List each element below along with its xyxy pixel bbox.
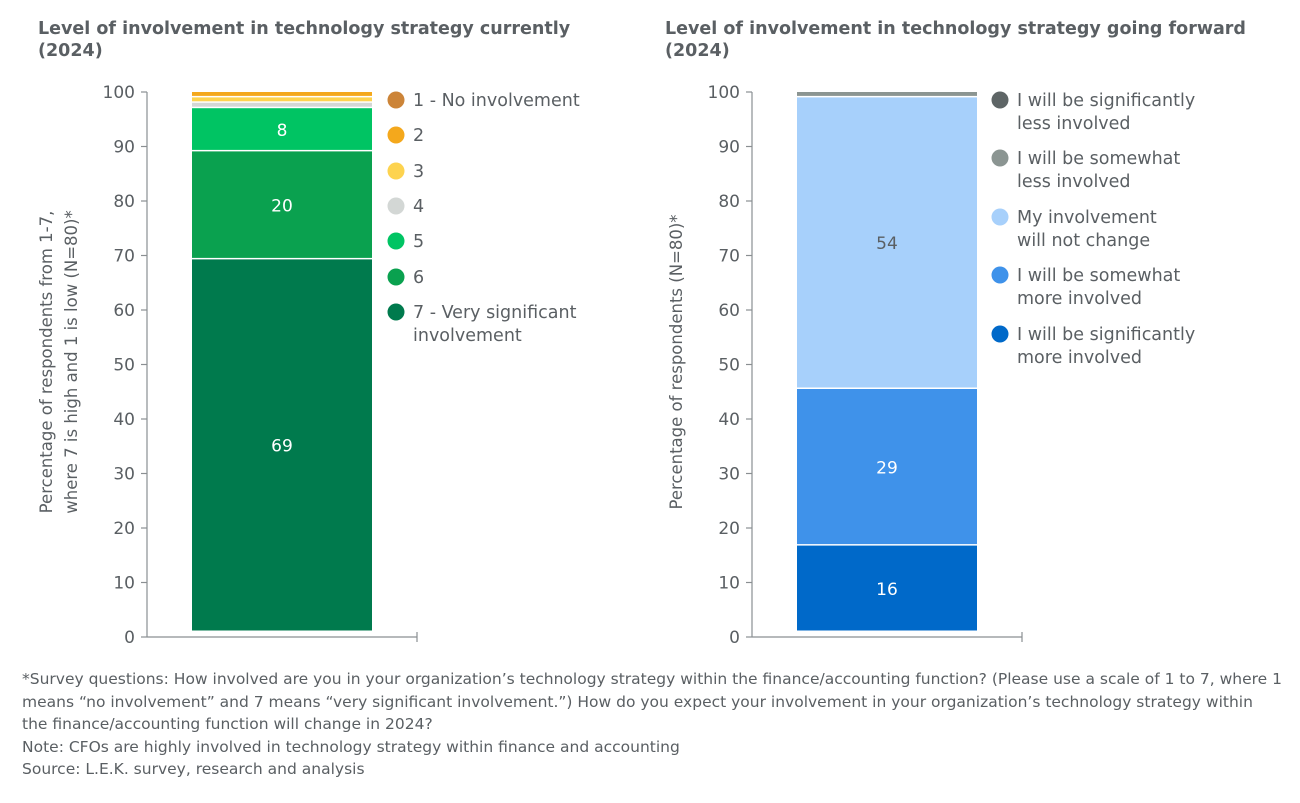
legend-label: more involved (1017, 289, 1142, 309)
footnote-note: Note: CFOs are highly involved in techno… (22, 737, 680, 756)
bar-segment (192, 97, 372, 102)
legend-label: 2 (413, 126, 424, 146)
legend-label: 6 (413, 268, 424, 288)
y-tick-label: 50 (113, 356, 135, 376)
data-label: 16 (876, 580, 898, 600)
y-tick-label: 10 (718, 574, 740, 594)
y-tick-label: 80 (718, 192, 740, 212)
y-tick-label: 20 (718, 519, 740, 539)
legend-label: 7 - Very significant (413, 303, 577, 323)
legend-label: I will be somewhat (1017, 149, 1180, 169)
y-tick-label: 90 (113, 138, 135, 158)
legend-label: less involved (1017, 172, 1131, 192)
legend-label: more involved (1017, 348, 1142, 368)
y-tick-label: 40 (113, 410, 135, 430)
footnote-source: Source: L.E.K. survey, research and anal… (22, 760, 365, 778)
legend-marker (991, 325, 1009, 343)
legend-marker (991, 266, 1009, 284)
y-tick-label: 0 (124, 628, 135, 648)
y-axis-label: Percentage of respondents (N=80)* (667, 214, 686, 509)
legend-label: less involved (1017, 114, 1131, 134)
legend-marker (991, 149, 1009, 167)
chart-title-current: Level of involvement in technology strat… (38, 19, 571, 61)
data-label: 8 (277, 121, 288, 141)
legend-label: I will be significantly (1017, 325, 1195, 345)
data-label: 69 (271, 437, 293, 457)
bar-segment (192, 259, 372, 631)
legend-marker (991, 208, 1009, 226)
bar-segment (192, 92, 372, 96)
y-tick-label: 60 (718, 301, 740, 321)
y-tick-label: 40 (718, 410, 740, 430)
legend-marker (387, 162, 405, 180)
data-label: 29 (876, 458, 898, 478)
bar-segment (797, 389, 977, 545)
legend-marker (387, 197, 405, 215)
y-tick-label: 50 (718, 356, 740, 376)
legend-label: will not change (1017, 231, 1150, 251)
legend-marker (387, 303, 405, 321)
bar-segment (797, 97, 977, 388)
legend-label: I will be somewhat (1017, 266, 1180, 286)
y-tick-label: 20 (113, 519, 135, 539)
legend-label: 1 - No involvement (413, 91, 580, 111)
data-label: 54 (876, 234, 898, 254)
y-tick-label: 30 (113, 465, 135, 485)
legend-label: My involvement (1017, 208, 1157, 228)
y-tick-label: 70 (113, 247, 135, 267)
y-tick-label: 60 (113, 301, 135, 321)
legend-marker (991, 91, 1009, 109)
legend-marker (387, 126, 405, 144)
legend-label: 5 (413, 232, 424, 252)
legend-label: 3 (413, 162, 424, 182)
legend-label: 4 (413, 197, 424, 217)
data-label: 20 (271, 196, 293, 216)
chart-title-forward: Level of involvement in technology strat… (665, 19, 1246, 61)
bar-segment (797, 545, 977, 631)
bar-segment (192, 102, 372, 107)
bar-segment (192, 151, 372, 258)
legend-label: involvement (413, 326, 522, 346)
y-tick-label: 100 (708, 83, 740, 103)
y-tick-label: 100 (103, 83, 135, 103)
y-tick-label: 80 (113, 192, 135, 212)
legend-label: I will be significantly (1017, 91, 1195, 111)
y-axis-label: Percentage of respondents from 1-7, (37, 211, 56, 514)
y-axis-label: where 7 is high and 1 is low (N=80)* (62, 210, 81, 513)
y-tick-label: 90 (718, 138, 740, 158)
bar-segment (192, 108, 372, 150)
bar-segment (797, 92, 977, 96)
y-tick-label: 30 (718, 465, 740, 485)
legend-marker (387, 91, 405, 109)
legend-marker (387, 232, 405, 250)
legend-marker (387, 268, 405, 286)
y-tick-label: 0 (729, 628, 740, 648)
footnote-survey: *Survey questions: How involved are you … (22, 670, 1282, 733)
footnotes: *Survey questions: How involved are you … (22, 668, 1282, 781)
y-tick-label: 70 (718, 247, 740, 267)
y-tick-label: 10 (113, 574, 135, 594)
